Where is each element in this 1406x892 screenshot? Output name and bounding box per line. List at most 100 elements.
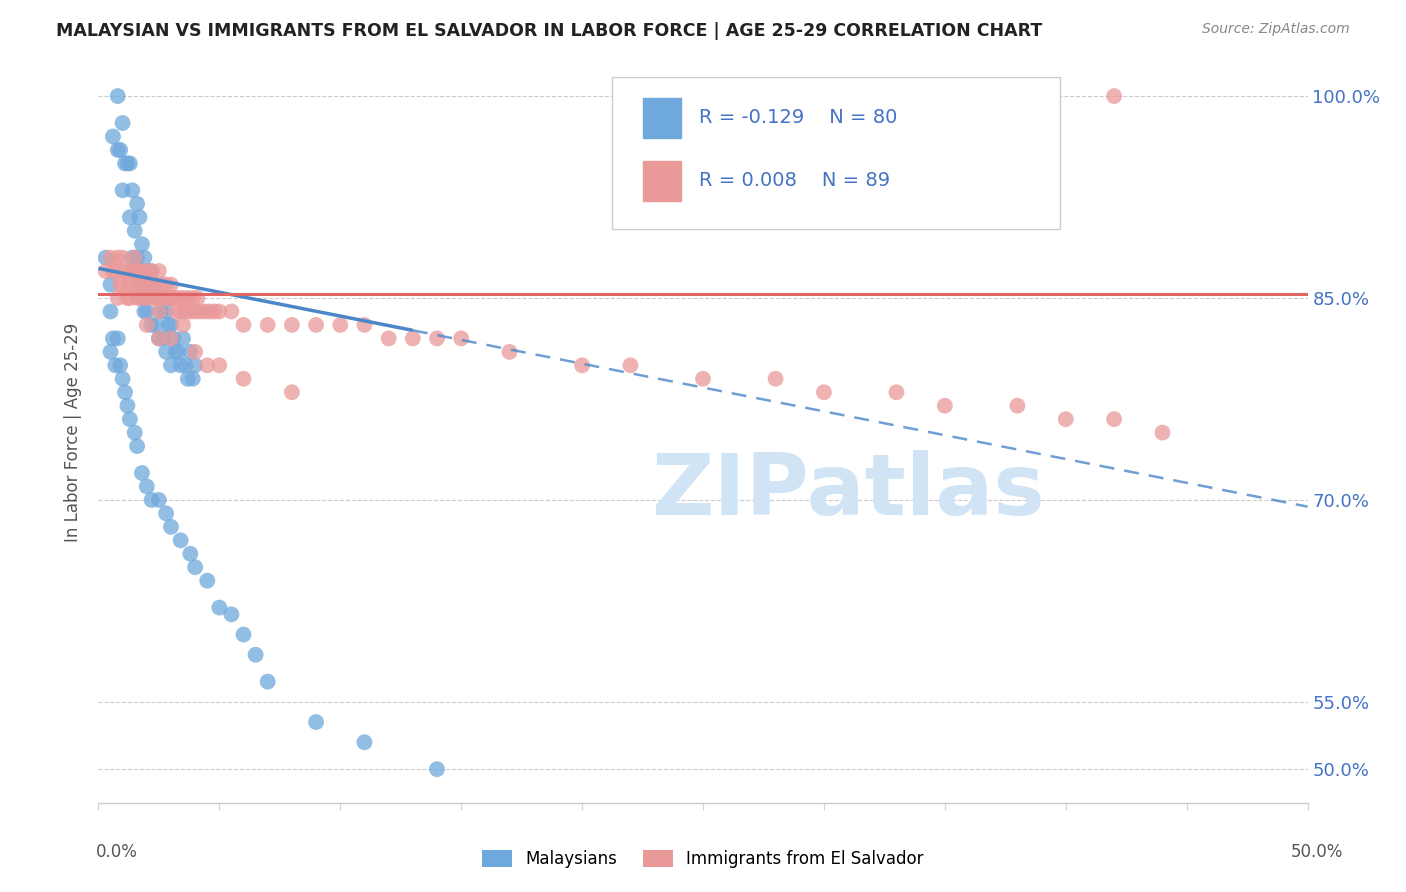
Point <box>1152 425 1174 440</box>
Point <box>127 291 149 305</box>
Point <box>117 156 139 170</box>
Point <box>124 264 146 278</box>
Point <box>232 627 254 641</box>
Point <box>172 331 194 345</box>
Point <box>232 318 254 332</box>
Point <box>377 331 399 345</box>
Point <box>114 385 136 400</box>
Point <box>121 264 143 278</box>
Point <box>157 291 180 305</box>
Point <box>145 318 167 332</box>
Point <box>498 344 520 359</box>
Point <box>155 507 177 521</box>
Point <box>141 492 163 507</box>
Point <box>131 264 153 278</box>
Point <box>184 560 207 574</box>
Point <box>204 304 226 318</box>
Point <box>179 344 201 359</box>
Point <box>188 304 211 318</box>
Point <box>571 359 593 373</box>
Point <box>141 264 163 278</box>
Point <box>148 304 170 318</box>
Point <box>128 277 150 292</box>
Point <box>160 520 183 534</box>
Point <box>165 304 187 318</box>
Point <box>167 344 190 359</box>
Point <box>124 251 146 265</box>
Point <box>426 331 449 345</box>
Point <box>813 385 835 400</box>
Point <box>145 291 167 305</box>
Point <box>127 264 149 278</box>
FancyBboxPatch shape <box>643 97 682 138</box>
Point <box>100 304 122 318</box>
Point <box>94 264 117 278</box>
Text: 50.0%: 50.0% <box>1291 843 1343 861</box>
Point <box>107 291 129 305</box>
Point <box>104 359 127 373</box>
Text: Source: ZipAtlas.com: Source: ZipAtlas.com <box>1202 22 1350 37</box>
Point <box>1054 412 1077 426</box>
Point <box>450 331 472 345</box>
Point <box>184 304 207 318</box>
Point <box>111 183 134 197</box>
Point <box>131 291 153 305</box>
Point <box>1007 399 1029 413</box>
Point <box>118 412 141 426</box>
Point <box>118 211 141 225</box>
Point <box>169 533 191 548</box>
Point <box>160 331 183 345</box>
Point <box>256 318 278 332</box>
Point <box>305 714 328 729</box>
Point <box>128 211 150 225</box>
Point <box>194 304 217 318</box>
Point <box>124 425 146 440</box>
Point <box>157 318 180 332</box>
Point <box>127 439 149 453</box>
Point <box>128 277 150 292</box>
Point <box>114 156 136 170</box>
Point <box>174 304 197 318</box>
Point <box>135 304 157 318</box>
Point <box>353 318 375 332</box>
Point <box>619 359 641 373</box>
Point <box>181 372 204 386</box>
Point <box>195 574 218 588</box>
FancyBboxPatch shape <box>643 161 682 202</box>
Point <box>135 264 157 278</box>
Point <box>162 331 184 345</box>
Point <box>221 607 243 622</box>
Point <box>117 264 139 278</box>
Point <box>143 277 166 292</box>
Point <box>184 359 207 373</box>
Point <box>181 291 204 305</box>
Point <box>131 237 153 252</box>
Point <box>107 331 129 345</box>
Point <box>1102 412 1125 426</box>
Point <box>152 291 174 305</box>
Point <box>124 277 146 292</box>
Point <box>221 304 243 318</box>
Point <box>256 674 278 689</box>
Point <box>148 264 170 278</box>
Point <box>100 344 122 359</box>
Point <box>118 156 141 170</box>
Text: ZIPatlas: ZIPatlas <box>651 450 1045 533</box>
Point <box>353 735 375 749</box>
Point <box>177 372 200 386</box>
Point <box>934 399 956 413</box>
Point <box>121 251 143 265</box>
Point <box>117 291 139 305</box>
Point <box>135 264 157 278</box>
Point <box>138 277 160 292</box>
Y-axis label: In Labor Force | Age 25-29: In Labor Force | Age 25-29 <box>65 323 83 542</box>
Point <box>402 331 425 345</box>
Point <box>245 648 267 662</box>
Point <box>150 304 173 318</box>
Legend: Malaysians, Immigrants from El Salvador: Malaysians, Immigrants from El Salvador <box>475 843 931 875</box>
Point <box>148 291 170 305</box>
Point <box>198 304 221 318</box>
Text: R = -0.129    N = 80: R = -0.129 N = 80 <box>699 109 898 128</box>
Point <box>148 492 170 507</box>
Point <box>131 291 153 305</box>
